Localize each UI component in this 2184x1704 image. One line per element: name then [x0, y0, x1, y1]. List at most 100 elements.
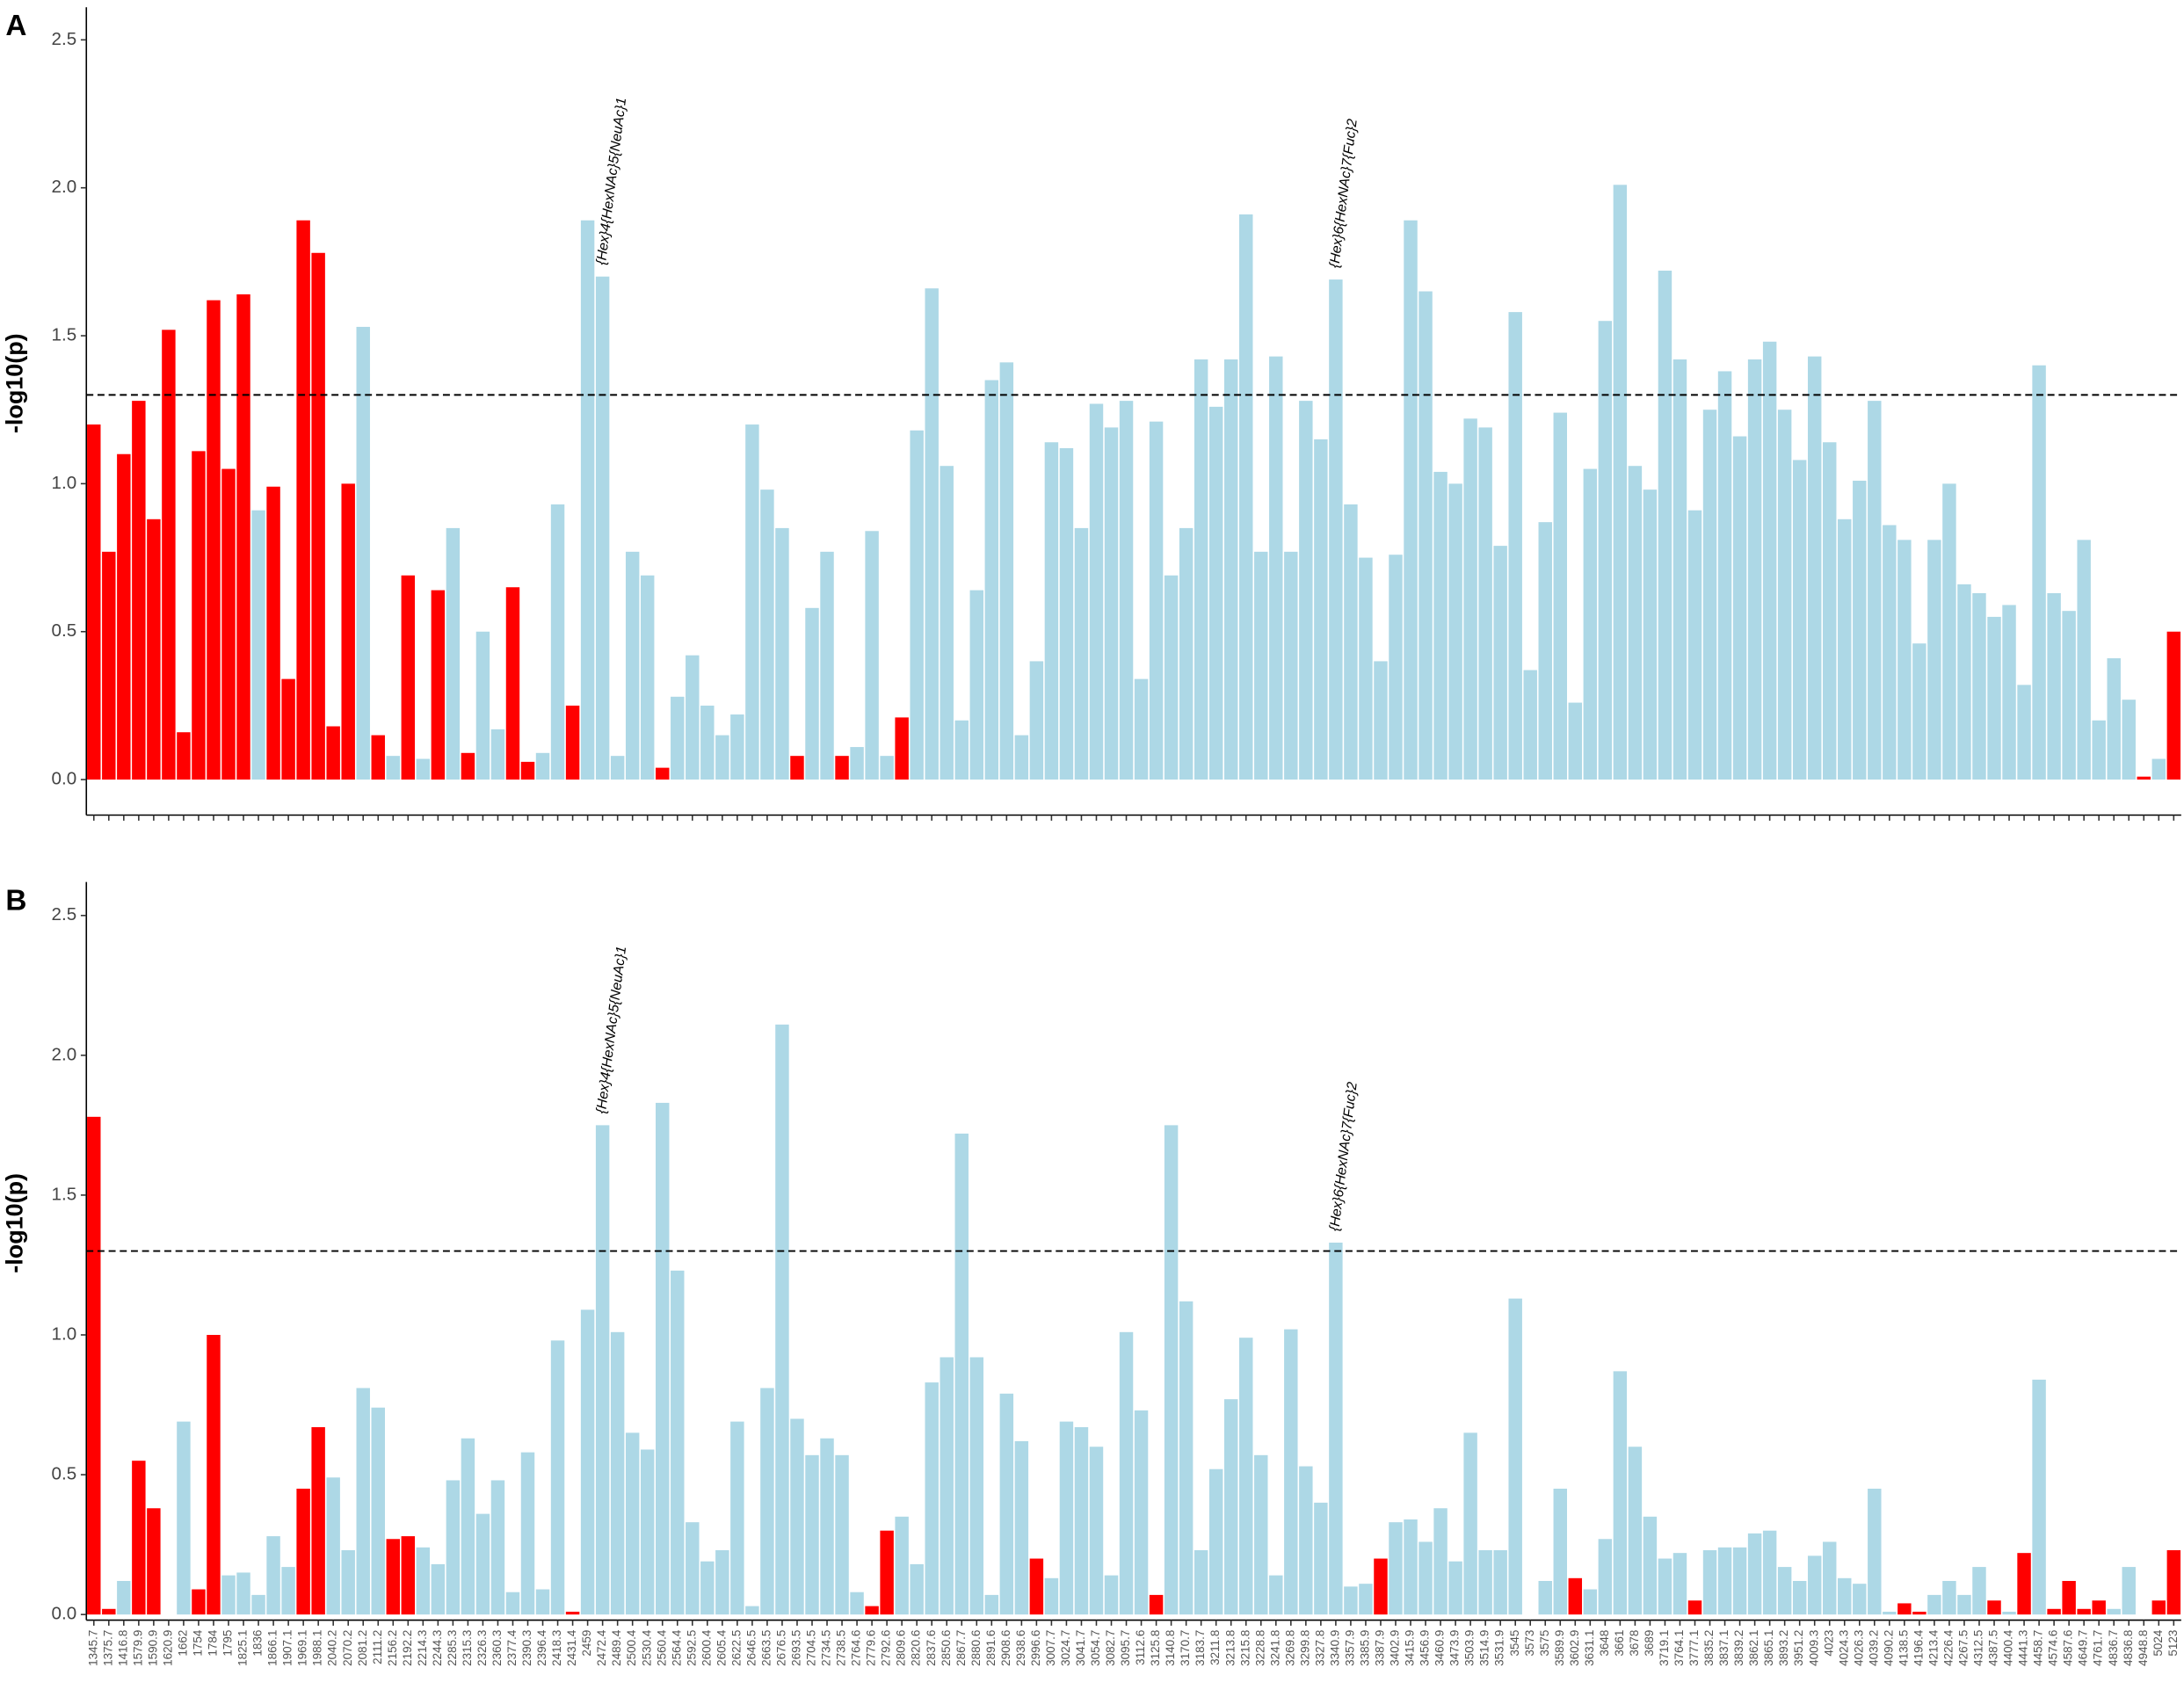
bar: [1942, 1580, 1956, 1615]
bar: [1583, 1589, 1598, 1615]
bar: [371, 1407, 385, 1615]
bar: [1598, 321, 1613, 780]
bar: [1658, 1558, 1672, 1615]
x-tick-label: 3215.8: [1238, 1630, 1252, 1666]
x-tick-label: 2880.6: [969, 1630, 983, 1666]
bar: [266, 1536, 280, 1615]
bar: [580, 1309, 595, 1615]
x-tick-label: 2792.6: [880, 1630, 893, 1666]
bar: [341, 1549, 355, 1615]
x-tick-label: 1907.1: [281, 1630, 294, 1666]
bar: [730, 714, 744, 780]
x-tick-label: 4587.6: [2062, 1630, 2075, 1666]
bar: [371, 735, 385, 780]
bar: [296, 220, 310, 780]
bar: [1972, 592, 1986, 780]
bar: [296, 1488, 310, 1615]
bar: [251, 1594, 265, 1615]
bar: [550, 504, 565, 780]
bar: [1223, 1399, 1238, 1615]
x-tick-label: 3719.1: [1658, 1630, 1671, 1666]
bar: [102, 1608, 116, 1615]
bar: [1883, 525, 1897, 780]
bar: [760, 1388, 774, 1615]
x-tick-label: 3299.8: [1298, 1630, 1311, 1666]
bar: [1448, 1561, 1462, 1615]
x-tick-label: 2605.4: [715, 1629, 728, 1666]
x-tick-label: 4948.8: [2137, 1630, 2150, 1666]
x-tick-label: 4574.6: [2047, 1630, 2060, 1666]
bar: [1493, 1549, 1507, 1615]
y-tick-label: 1.0: [52, 473, 77, 493]
bar: [1269, 1575, 1283, 1615]
x-tick-label: 1620.9: [161, 1630, 174, 1666]
bar: [356, 326, 370, 780]
bar: [895, 717, 909, 780]
bar: [520, 761, 535, 780]
x-tick-label: 2779.6: [865, 1630, 878, 1666]
x-tick-label: 4649.7: [2077, 1630, 2090, 1666]
bar: [2002, 605, 2016, 780]
bar: [221, 1575, 236, 1615]
bar: [715, 1549, 729, 1615]
bar: [177, 732, 191, 780]
bar: [1179, 1301, 1194, 1615]
bar: [1433, 1508, 1448, 1615]
x-tick-label: 3678: [1628, 1630, 1641, 1657]
bar: [686, 655, 700, 780]
x-tick-label: 1754: [192, 1629, 205, 1656]
bar: [162, 330, 176, 780]
bar: [475, 631, 490, 780]
x-tick-label: 2564.4: [670, 1629, 683, 1666]
y-axis-label: -log10(p): [1, 333, 27, 433]
bar: [505, 587, 520, 780]
bar: [1014, 1440, 1029, 1615]
x-tick-label: 2734.5: [820, 1630, 833, 1666]
bar: [1583, 468, 1598, 780]
bar: [1194, 1549, 1208, 1615]
bar: [999, 362, 1014, 780]
bar: [1747, 359, 1762, 780]
bar: [1717, 1547, 1732, 1615]
bar: [1164, 575, 1179, 780]
x-tick-label: 2908.6: [999, 1630, 1012, 1666]
x-tick-label: 3835.2: [1702, 1630, 1716, 1666]
bar: [192, 1589, 206, 1615]
bar: [1299, 401, 1313, 780]
bar: [686, 1522, 700, 1615]
bar: [1433, 471, 1448, 780]
bar: [1868, 401, 1882, 780]
y-tick-label: 0.0: [52, 769, 77, 789]
x-tick-label: 3631.1: [1583, 1630, 1596, 1666]
x-tick-label: 4009.3: [1807, 1630, 1820, 1666]
x-tick-label: 2600.4: [700, 1629, 713, 1666]
bar: [1329, 1243, 1343, 1615]
bar: [2107, 658, 2121, 780]
x-tick-label: 1590.9: [146, 1630, 159, 1666]
bar: [1792, 1580, 1807, 1615]
bar: [1389, 1522, 1403, 1615]
bar: [1359, 557, 1373, 780]
x-tick-label: 2081.2: [356, 1630, 369, 1666]
bar: [925, 1382, 939, 1615]
bar: [401, 1536, 416, 1615]
x-tick-label: 1345.7: [86, 1630, 99, 1666]
x-tick-label: 2192.2: [401, 1630, 414, 1666]
x-tick-label: 2663.5: [759, 1630, 773, 1666]
bar: [1523, 670, 1537, 780]
bar: [640, 1449, 655, 1615]
x-tick-label: 2693.5: [790, 1630, 803, 1666]
bar: [880, 1530, 894, 1615]
bar: [865, 531, 879, 780]
bar: [656, 767, 670, 780]
bar: [1912, 643, 1926, 780]
x-tick-label: 2938.6: [1014, 1630, 1027, 1666]
bar: [520, 1452, 535, 1615]
bar: [490, 729, 505, 780]
bar: [356, 1388, 370, 1615]
bar: [1553, 412, 1567, 780]
bar: [2122, 1567, 2136, 1615]
bar: [207, 300, 221, 780]
x-tick-label: 2070.2: [341, 1630, 354, 1666]
bar: [1493, 546, 1507, 780]
